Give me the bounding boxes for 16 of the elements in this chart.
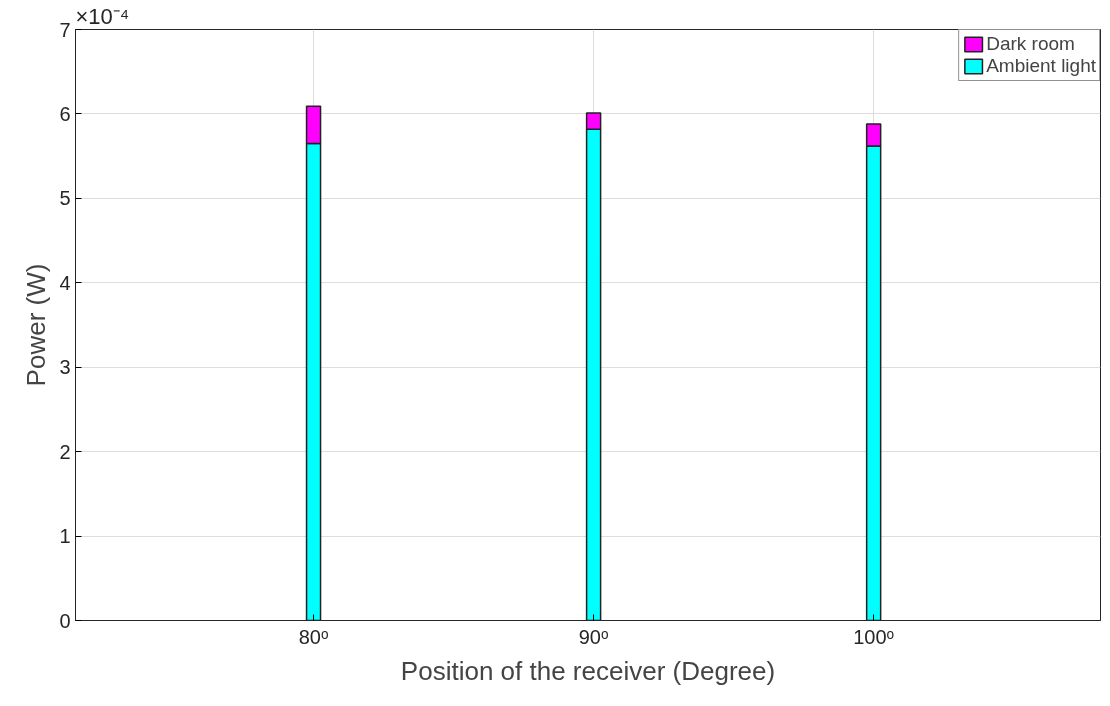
y-tick-label: 2 (59, 440, 71, 463)
y-tick-label: 6 (59, 102, 71, 125)
x-tick-label: 80ᵒ (298, 625, 329, 648)
y-axis-title: Power (W) (21, 263, 52, 387)
y-tick-label: 4 (59, 271, 71, 294)
text: ×10⁻⁴ (75, 3, 130, 29)
legend-label: Dark room (986, 33, 1075, 55)
x-tick-label: 100ᵒ (853, 625, 895, 648)
y-tick-label: 1 (59, 525, 71, 548)
y-tick-label: 3 (59, 356, 71, 379)
y-tick-label: 0 (59, 609, 71, 632)
legend-label: Ambient light (986, 55, 1096, 77)
x-axis-title: Position of the receiver (Degree) (400, 655, 776, 686)
y-tick-label: 7 (59, 18, 71, 41)
y-tick-label: 5 (59, 187, 71, 210)
x-tick-label: 90ᵒ (578, 625, 609, 648)
